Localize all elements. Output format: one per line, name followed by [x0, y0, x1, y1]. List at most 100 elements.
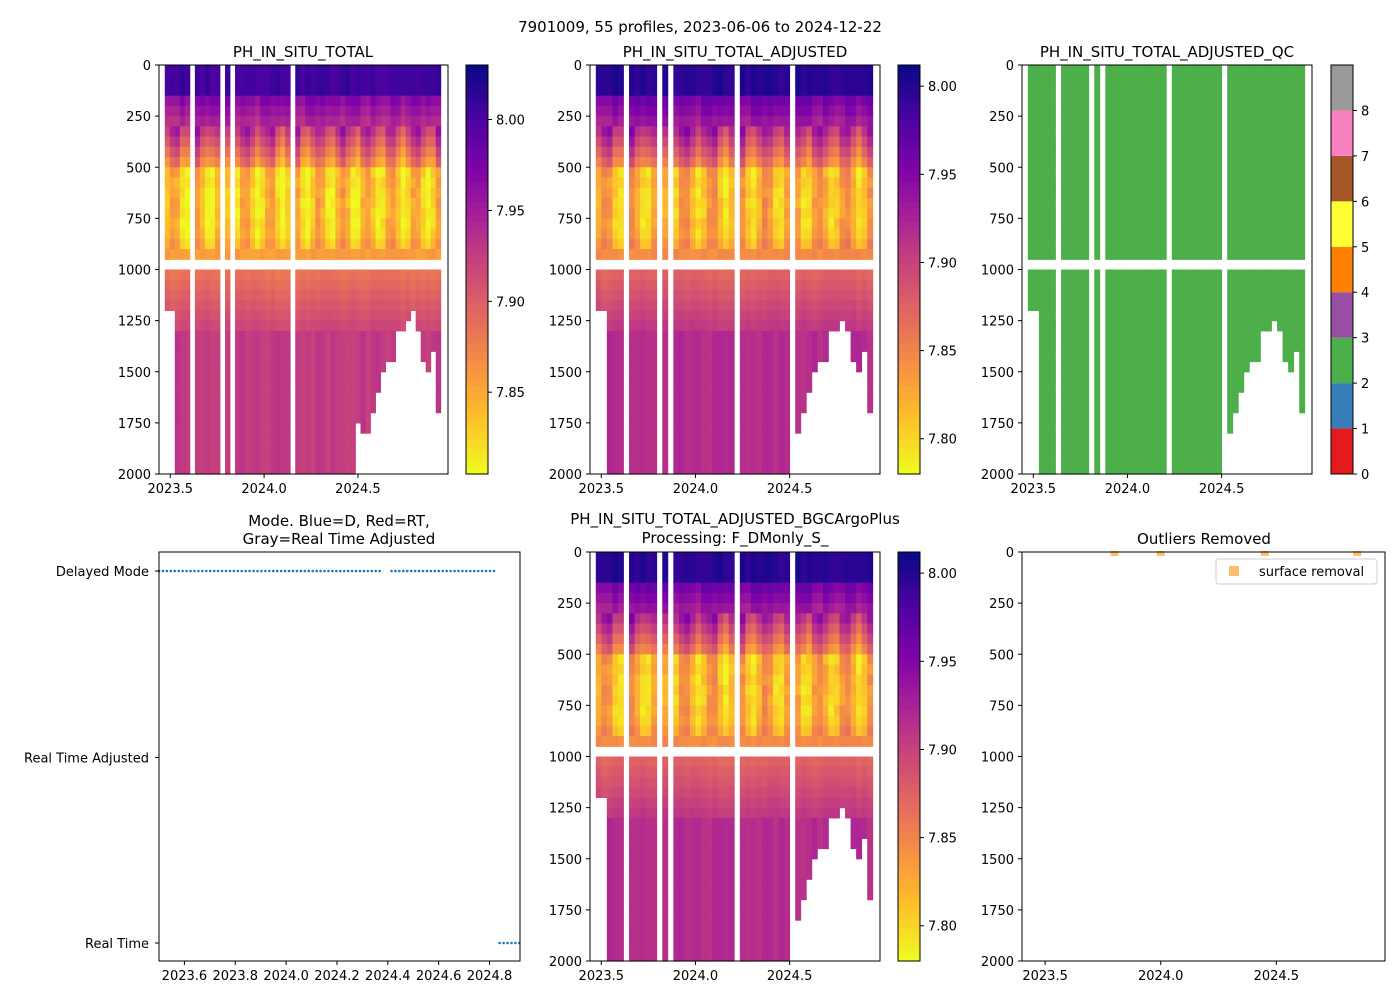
heatmap-cell: [795, 197, 802, 209]
heatmap-cell: [1138, 433, 1145, 444]
heatmap-cell: [1210, 85, 1217, 97]
heatmap-cell: [634, 392, 641, 404]
heatmap-cell: [375, 341, 381, 352]
heatmap-cell: [1155, 289, 1162, 301]
heatmap-cell: [295, 341, 301, 352]
heatmap-cell: [325, 75, 331, 87]
heatmap-cell: [240, 330, 246, 342]
heatmap-cell: [1038, 361, 1045, 373]
heatmap-cell: [1216, 279, 1223, 291]
heatmap-cell: [320, 208, 326, 219]
heatmap-cell: [1155, 279, 1162, 291]
heatmap-cell: [1260, 249, 1267, 260]
heatmap-cell: [1155, 126, 1162, 138]
heatmap-cell: [856, 95, 863, 107]
heatmap-cell: [400, 105, 407, 117]
heatmap-cell: [1216, 433, 1223, 444]
heatmap-cell: [245, 177, 251, 189]
heatmap-cell: [245, 249, 251, 260]
heatmap-cell: [285, 65, 291, 76]
heatmap-cell: [1049, 75, 1056, 87]
heatmap-cell: [1072, 402, 1079, 414]
heatmap-cell: [629, 136, 635, 148]
heatmap-cell: [305, 177, 311, 189]
colorbar-tick-label: 8.00: [496, 114, 525, 129]
colorbar-segment: [898, 324, 920, 332]
colorbar-segment: [898, 317, 920, 325]
heatmap-cell: [795, 300, 802, 311]
heatmap-cell: [606, 412, 613, 424]
heatmap-cell: [1121, 249, 1128, 260]
heatmap-cell: [1077, 146, 1084, 158]
heatmap-cell: [310, 351, 316, 363]
heatmap-cell: [275, 249, 281, 260]
heatmap-cell: [867, 85, 874, 97]
heatmap-cell: [712, 310, 719, 322]
heatmap-cell: [235, 300, 241, 311]
heatmap-cell: [1238, 136, 1245, 148]
heatmap-cell: [1144, 392, 1151, 404]
heatmap-cell: [701, 187, 707, 199]
heatmap-cell: [662, 238, 669, 250]
heatmap-cell: [1049, 136, 1056, 148]
heatmap-cell: [1121, 238, 1128, 250]
heatmap-cell: [739, 412, 746, 424]
heatmap-cell: [315, 85, 321, 97]
heatmap-cell: [435, 402, 442, 414]
heatmap-cell: [1254, 126, 1261, 138]
heatmap-cell: [1061, 412, 1067, 424]
heatmap-cell: [606, 249, 613, 260]
heatmap-cell: [795, 157, 802, 168]
heatmap-cell: [701, 300, 707, 311]
heatmap-cell: [717, 371, 724, 383]
heatmap-cell: [209, 463, 216, 475]
heatmap-cell: [861, 177, 868, 189]
heatmap-cell: [240, 463, 246, 475]
heatmap-cell: [678, 85, 685, 97]
heatmap-cell: [265, 95, 271, 107]
heatmap-cell: [1149, 105, 1156, 117]
heatmap-cell: [595, 300, 602, 311]
heatmap-cell: [265, 392, 271, 404]
heatmap-cell: [1249, 289, 1256, 301]
heatmap-cell: [265, 116, 271, 127]
heatmap-cell: [784, 402, 791, 414]
heatmap-cell: [828, 177, 835, 189]
heatmap-cell: [1238, 146, 1245, 158]
heatmap-cell: [300, 228, 306, 240]
heatmap-cell: [745, 187, 752, 199]
heatmap-cell: [1049, 105, 1056, 117]
heatmap-cell: [300, 126, 306, 138]
heatmap-cell: [1188, 157, 1195, 168]
heatmap-cell: [817, 187, 824, 199]
heatmap-cell: [606, 95, 613, 107]
heatmap-cell: [1243, 320, 1250, 332]
heatmap-cell: [1094, 310, 1101, 322]
heatmap-cell: [612, 228, 619, 240]
heatmap-cell: [300, 65, 306, 76]
heatmap-cell: [245, 381, 251, 393]
heatmap-cell: [1066, 279, 1073, 291]
heatmap-cell: [1105, 402, 1112, 414]
heatmap-cell: [275, 187, 281, 199]
heatmap-cell: [1121, 289, 1128, 301]
heatmap-cell: [325, 310, 331, 322]
heatmap-cell: [1061, 146, 1067, 158]
heatmap-cell: [1066, 157, 1073, 168]
heatmap-cell: [1171, 197, 1178, 209]
heatmap-cell: [295, 330, 301, 342]
heatmap-cell: [684, 289, 691, 301]
heatmap-cell: [717, 65, 724, 76]
heatmap-cell: [199, 422, 206, 434]
heatmap-cell: [1072, 218, 1079, 230]
heatmap-cell: [204, 330, 211, 342]
heatmap-cell: [773, 320, 779, 332]
heatmap-cell: [629, 463, 635, 475]
heatmap-cell: [320, 330, 326, 342]
heatmap-cell: [1094, 228, 1101, 240]
heatmap-cell: [174, 422, 181, 434]
heatmap-cell: [695, 443, 702, 455]
heatmap-cell: [839, 105, 846, 117]
heatmap-cell: [315, 351, 321, 363]
heatmap-cell: [255, 116, 261, 127]
